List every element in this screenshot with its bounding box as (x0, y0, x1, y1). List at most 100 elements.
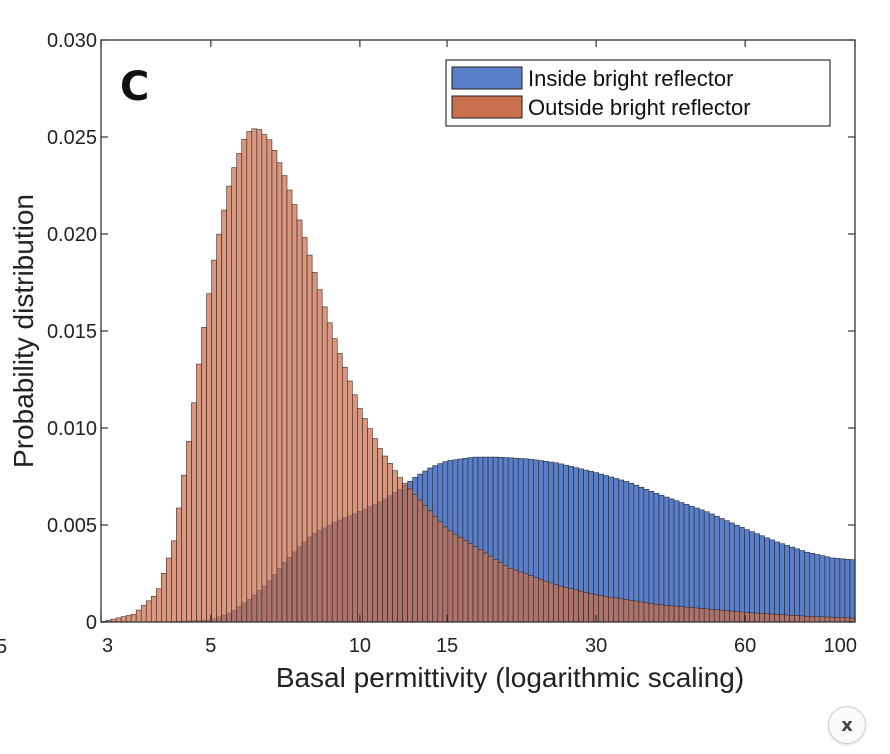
bar (713, 609, 720, 623)
bar (477, 549, 484, 623)
bar (653, 603, 660, 623)
bar (648, 603, 655, 623)
bar (814, 616, 821, 623)
bar (568, 588, 574, 623)
bar (839, 558, 846, 623)
bar (693, 507, 700, 623)
bar (683, 606, 690, 623)
bar (718, 518, 725, 623)
bar (543, 580, 549, 623)
bar (663, 604, 670, 623)
bar (834, 558, 841, 623)
bar (814, 554, 821, 623)
bar (291, 204, 298, 623)
bar (749, 531, 755, 623)
bar (749, 612, 755, 623)
bar (150, 595, 157, 623)
bar (643, 488, 650, 623)
bar (588, 593, 594, 623)
legend: Inside bright reflector Outside bright r… (445, 59, 831, 127)
bar (673, 500, 680, 623)
bar (744, 529, 750, 623)
bar (804, 615, 811, 623)
bar (246, 131, 253, 623)
bar (668, 498, 675, 623)
bar (487, 555, 494, 623)
bar (296, 219, 303, 623)
bar (502, 565, 509, 623)
bar (362, 418, 368, 623)
bar (724, 520, 730, 623)
bar (241, 138, 248, 623)
bar (226, 185, 232, 623)
bar (135, 609, 142, 623)
bar (130, 614, 137, 623)
bar (402, 482, 408, 623)
bar (698, 608, 705, 623)
bar (809, 553, 816, 623)
bar (698, 509, 705, 623)
bar (191, 402, 197, 623)
bar (382, 455, 388, 623)
bar (678, 502, 685, 623)
bar (693, 607, 700, 623)
bar (739, 527, 745, 623)
x-tick-label: 60 (734, 635, 756, 657)
bar (844, 558, 851, 623)
bar (236, 153, 243, 623)
bar (678, 606, 685, 623)
bar (517, 571, 524, 623)
bar (653, 493, 660, 623)
bar (316, 289, 323, 623)
bar (804, 551, 811, 623)
bar (512, 569, 519, 623)
bar (206, 293, 212, 623)
bar (447, 530, 454, 623)
bar (125, 615, 132, 623)
y-tick-label: 0.015 (47, 321, 97, 343)
y-tick-label: 0 (86, 612, 97, 634)
bar (155, 588, 162, 623)
bar (784, 545, 790, 623)
bar (372, 438, 378, 623)
bar (331, 338, 338, 623)
bar (819, 555, 826, 623)
bar (201, 327, 207, 623)
bar (452, 533, 459, 623)
close-icon: x (841, 714, 853, 736)
bar (347, 380, 353, 623)
bar (703, 511, 710, 623)
legend-label-outside: Outside bright reflector (528, 95, 751, 120)
bar (724, 610, 730, 623)
bar (211, 259, 217, 623)
bar (794, 548, 801, 623)
bar (643, 602, 650, 623)
bar (734, 611, 740, 623)
partial-tick-label: 5 (0, 636, 7, 658)
bar (482, 552, 489, 623)
ticks-layer: 0 0.005 0.010 0.015 0.020 0.025 0.030 3 5 10 15 30 6… (47, 30, 857, 657)
bar (281, 175, 288, 623)
bar (352, 394, 358, 623)
bar (764, 537, 770, 623)
bar (583, 592, 589, 623)
bar (774, 613, 780, 623)
bar (286, 189, 293, 623)
bar (578, 590, 584, 623)
bar (824, 616, 831, 623)
bar (341, 366, 348, 623)
bar (759, 613, 765, 623)
bar (301, 237, 308, 623)
bar (734, 524, 740, 623)
bar (834, 617, 841, 623)
bar (799, 550, 806, 623)
bar (256, 129, 263, 623)
bar (613, 597, 620, 623)
bar (648, 490, 655, 623)
bar (718, 609, 725, 623)
bar (492, 559, 499, 623)
bar (829, 616, 836, 623)
close-button[interactable]: x (828, 706, 866, 744)
bar (326, 322, 333, 623)
bar (608, 596, 615, 623)
